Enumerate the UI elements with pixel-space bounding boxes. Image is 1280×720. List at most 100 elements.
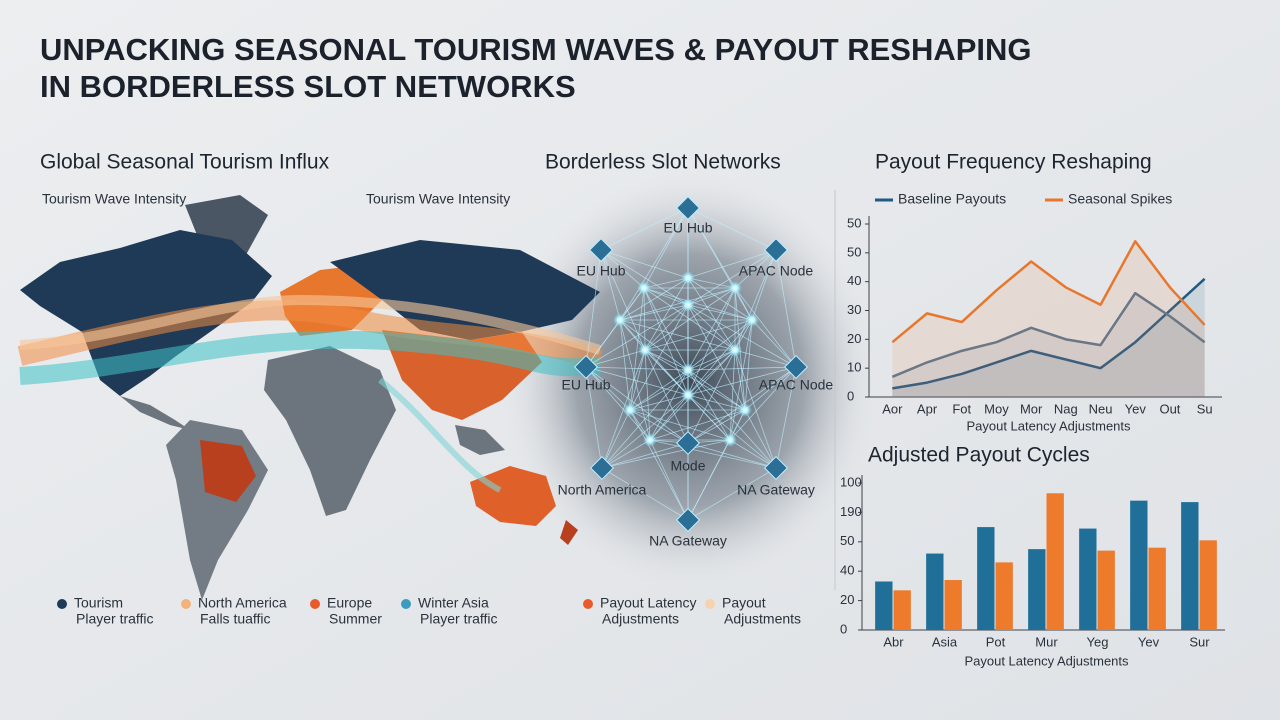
network-link [644,349,746,411]
world-map [17,170,880,600]
network-link [687,304,797,368]
node-label: NA Gateway [649,533,727,549]
legend-label: Winter Asia [418,595,489,611]
hub-icon [589,455,615,481]
x-tick-label: Mur [1035,634,1058,649]
islands [455,425,505,455]
legend-label: Seasonal Spikes [1068,191,1172,207]
legend-label: Baseline Payouts [898,191,1006,207]
network-link [687,304,736,351]
legend-swatch [57,599,67,609]
x-tick-label: Moy [984,401,1009,416]
network-link [600,249,689,279]
network-link [585,366,603,469]
network-link [643,287,689,396]
network-link [687,394,777,469]
y-tick-label: 0 [847,388,854,403]
y-tick-label: 50 [840,533,854,548]
network-link [600,249,645,289]
network-link [687,207,753,321]
network-link [687,349,736,371]
chart-title: Adjusted Payout Cycles [868,444,1090,467]
y-tick-label: 40 [840,563,854,578]
network-link [687,394,746,411]
network-link [643,287,689,306]
network-link [629,349,646,411]
bar [926,553,944,630]
network-link [775,249,797,368]
network-link [687,287,736,396]
network-link [687,467,777,521]
network-link [687,249,777,279]
hub-icon [763,455,789,481]
network-link [729,366,797,441]
network-node [745,313,759,327]
wave-band [19,294,602,355]
network-link [644,349,689,444]
network-link [734,249,777,289]
legend-label: Summer [329,611,382,627]
x-tick-label: Yev [1125,401,1147,416]
network-link [600,207,689,251]
hub-icon [675,430,701,456]
legend-swatch [310,599,320,609]
network-link [601,409,631,469]
bar [1046,493,1064,630]
map-label: Tourism Wave Intensity [42,191,186,207]
network-link [619,319,651,441]
network-node [638,343,652,357]
network-link [619,319,689,371]
y-tick-label: 40 [847,273,861,288]
network-link [585,304,689,368]
bar [1028,549,1046,630]
north-asia [330,240,600,340]
section-title: Global Seasonal Tourism Influx [40,151,330,174]
network-link [585,366,689,371]
network-link [600,249,621,321]
bar [995,562,1013,630]
network-node [738,403,752,417]
network-link [619,319,689,396]
y-tick-label: 50 [847,244,861,259]
legend-swatch [401,599,411,609]
legend-label: Adjustments [602,611,679,627]
map-label: Tourism Wave Intensity [366,191,510,207]
x-tick-label: Yev [1138,634,1160,649]
network-node [723,433,737,447]
x-tick-label: Out [1159,401,1180,416]
node-label: North America [558,482,647,498]
network-link [687,394,731,441]
network-link [649,369,689,441]
legend-label: North America [198,595,287,611]
network-link [644,349,689,371]
x-tick-label: Fot [952,401,971,416]
network-glow [500,170,880,590]
network-node [728,343,742,357]
legend-swatch [705,599,715,609]
y-tick-label: 20 [847,331,861,346]
node-label: EU Hub [576,263,625,279]
network-link [687,249,777,306]
network-link [687,304,753,321]
node-label: EU Hub [561,377,610,393]
north-america [20,230,272,396]
network-node [613,313,627,327]
y-tick-label: 0 [840,621,847,636]
network-link [629,304,689,411]
x-tick-label: Mor [1020,401,1043,416]
x-tick-label: Su [1197,401,1213,416]
network-link [619,277,689,321]
network-node [623,403,637,417]
network-node [681,388,695,402]
chart-title: Payout Frequency Reshaping [875,151,1152,174]
section-title: Borderless Slot Networks [545,151,781,174]
network-node [637,281,651,295]
africa [264,346,396,516]
network-link [687,277,753,321]
network-link [643,287,646,351]
legend-label: Payout Latency [600,595,697,611]
x-tick-label: Aor [882,401,903,416]
network-link [619,319,631,411]
x-tick-label: Pot [986,634,1006,649]
hub-icon [588,237,614,263]
